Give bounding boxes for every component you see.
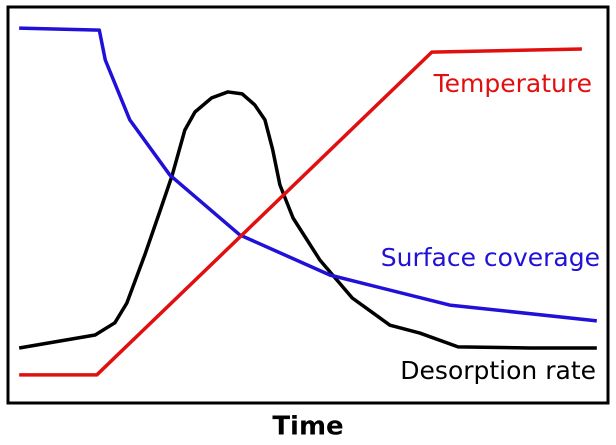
series-line [19, 47, 582, 377]
x-axis-label: Time [272, 412, 343, 442]
series-label: Desorption rate [400, 356, 596, 385]
series-label: Temperature [433, 69, 592, 98]
series-label: Surface coverage [381, 243, 600, 272]
series-line [18, 90, 597, 350]
plot-frame [6, 5, 610, 405]
series-line [19, 26, 598, 323]
